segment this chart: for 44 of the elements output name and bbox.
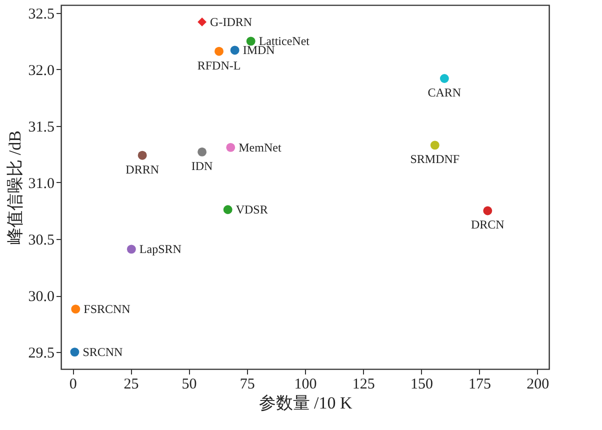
series-label: IDN xyxy=(191,158,214,173)
x-axis-title: 参数量 /10 K xyxy=(258,394,353,412)
x-tick-label: 50 xyxy=(182,376,197,392)
series-label: VDSR xyxy=(236,202,268,217)
x-tick-label: 100 xyxy=(294,376,317,392)
series-label: MemNet xyxy=(238,140,282,154)
y-tick-label: 30.0 xyxy=(28,289,54,306)
y-tick-label: 32.5 xyxy=(28,6,54,22)
series-label: SRCNN xyxy=(82,345,124,360)
point xyxy=(223,205,232,214)
point xyxy=(71,304,80,314)
series-label: DRCN xyxy=(470,218,505,232)
point xyxy=(214,46,224,56)
series-label: SRMDNF xyxy=(410,152,460,166)
series-label: DRRN xyxy=(126,162,160,176)
x-tick-label: 0 xyxy=(69,376,77,392)
point xyxy=(198,147,207,156)
point xyxy=(126,244,136,254)
point xyxy=(70,348,80,357)
point xyxy=(430,140,440,150)
point xyxy=(483,206,492,216)
x-tick-label: 200 xyxy=(526,376,550,392)
x-tick-label: 175 xyxy=(468,376,492,392)
y-tick-label: 30.5 xyxy=(28,232,54,248)
x-tick-label: 25 xyxy=(124,376,139,392)
y-tick-label: 31.5 xyxy=(28,119,54,136)
point xyxy=(198,17,207,26)
point xyxy=(138,150,147,160)
series-label: CARN xyxy=(428,85,462,100)
x-tick-label: 75 xyxy=(240,376,255,392)
y-axis-title: 峰值信噪比 /dB xyxy=(5,130,24,244)
series-label: LapSRN xyxy=(139,242,182,256)
series-label: FSRCNN xyxy=(84,302,131,316)
series-label: G-IDRN xyxy=(210,14,252,29)
point xyxy=(440,74,449,83)
y-tick-label: 32.0 xyxy=(28,62,54,79)
x-tick-label: 125 xyxy=(352,376,375,392)
y-tick-label: 31.0 xyxy=(28,176,54,192)
point xyxy=(230,46,240,55)
series-label: RFDN-L xyxy=(197,58,241,72)
y-tick-label: 29.5 xyxy=(28,346,54,362)
point xyxy=(226,142,236,152)
x-tick-label: 150 xyxy=(410,376,433,392)
point xyxy=(246,36,256,46)
